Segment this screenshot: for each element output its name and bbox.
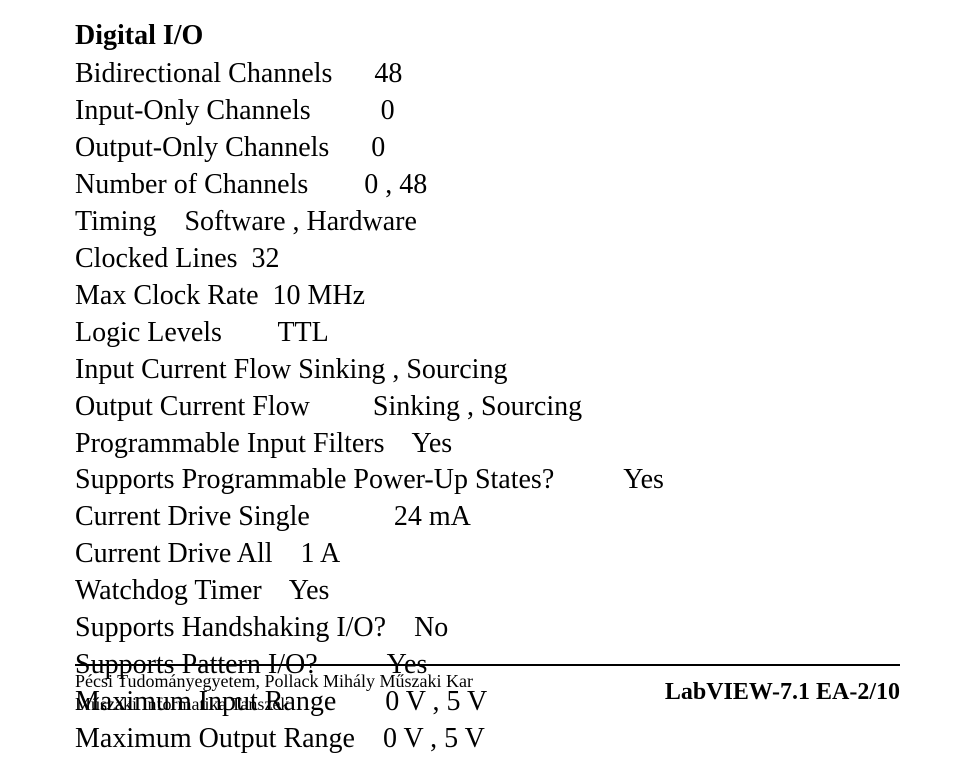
page-footer: Pécsi Tudományegyetem, Pollack Mihály Mű…: [75, 664, 900, 715]
spec-row: Input Current Flow Sinking , Sourcing: [75, 352, 900, 389]
spec-row: Clocked Lines 32: [75, 241, 900, 278]
spec-row: Programmable Input Filters Yes: [75, 426, 900, 463]
spec-row: Output Current Flow Sinking , Sourcing: [75, 389, 900, 426]
spec-row: Current Drive Single 24 mA: [75, 499, 900, 536]
spec-row: Logic Levels TTL: [75, 315, 900, 352]
spec-row: Input-Only Channels 0: [75, 93, 900, 130]
content-block: Digital I/O Bidirectional Channels 48Inp…: [75, 20, 900, 758]
spec-rows: Bidirectional Channels 48Input-Only Chan…: [75, 56, 900, 758]
spec-row: Supports Programmable Power-Up States? Y…: [75, 462, 900, 499]
footer-line2: Műszaki Informatika Tanszék: [75, 693, 473, 716]
spec-row: Number of Channels 0 , 48: [75, 167, 900, 204]
footer-left: Pécsi Tudományegyetem, Pollack Mihály Mű…: [75, 670, 473, 715]
page: Digital I/O Bidirectional Channels 48Inp…: [0, 0, 960, 737]
footer-divider: [75, 664, 900, 666]
spec-row: Bidirectional Channels 48: [75, 56, 900, 93]
spec-row: Current Drive All 1 A: [75, 536, 900, 573]
spec-row: Timing Software , Hardware: [75, 204, 900, 241]
spec-row: Output-Only Channels 0: [75, 130, 900, 167]
spec-row: Supports Handshaking I/O? No: [75, 610, 900, 647]
spec-row: Watchdog Timer Yes: [75, 573, 900, 610]
footer-line1: Pécsi Tudományegyetem, Pollack Mihály Mű…: [75, 670, 473, 693]
footer-content: Pécsi Tudományegyetem, Pollack Mihály Mű…: [75, 670, 900, 715]
footer-right: LabVIEW-7.1 EA-2/10: [665, 679, 900, 706]
spec-row: Max Clock Rate 10 MHz: [75, 278, 900, 315]
section-title: Digital I/O: [75, 20, 900, 52]
spec-row: Maximum Output Range 0 V , 5 V: [75, 721, 900, 758]
